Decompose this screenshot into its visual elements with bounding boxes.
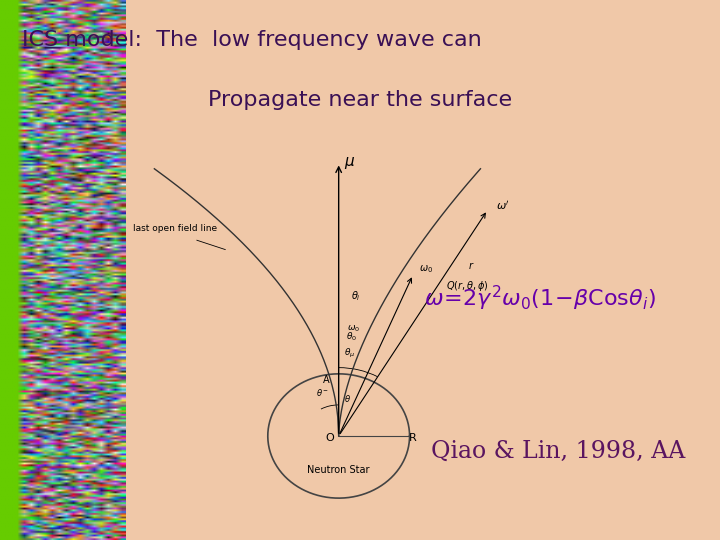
Text: Propagate near the surface: Propagate near the surface: [208, 90, 512, 110]
Text: $\theta$: $\theta$: [344, 393, 351, 404]
Text: $\omega'$: $\omega'$: [496, 199, 510, 212]
Text: last open field line: last open field line: [133, 224, 217, 233]
Text: $\omega\!=\!2\gamma^2\omega_0(1\!-\!\beta\mathrm{Cos}\theta_i)$: $\omega\!=\!2\gamma^2\omega_0(1\!-\!\bet…: [424, 284, 656, 313]
Text: $\omega_0$: $\omega_0$: [347, 323, 360, 334]
Text: Qiao & Lin, 1998, AA: Qiao & Lin, 1998, AA: [431, 440, 685, 463]
Text: $\theta_0$: $\theta_0$: [346, 330, 357, 343]
Text: $\mu$: $\mu$: [344, 154, 356, 171]
Text: $\omega_0$: $\omega_0$: [419, 264, 433, 275]
Text: $\theta_\mu$: $\theta_\mu$: [344, 347, 356, 360]
Text: R: R: [409, 433, 417, 443]
Text: $\theta_i$: $\theta_i$: [351, 289, 361, 303]
Text: O: O: [325, 433, 335, 443]
Text: A: A: [323, 375, 330, 385]
Text: ICS model:  The  low frequency wave can: ICS model: The low frequency wave can: [22, 30, 482, 50]
Text: $\theta^-$: $\theta^-$: [316, 387, 329, 397]
Text: Neutron Star: Neutron Star: [307, 465, 370, 475]
Text: $Q(r,\theta,\phi)$: $Q(r,\theta,\phi)$: [446, 279, 489, 293]
Text: $r$: $r$: [467, 260, 474, 271]
